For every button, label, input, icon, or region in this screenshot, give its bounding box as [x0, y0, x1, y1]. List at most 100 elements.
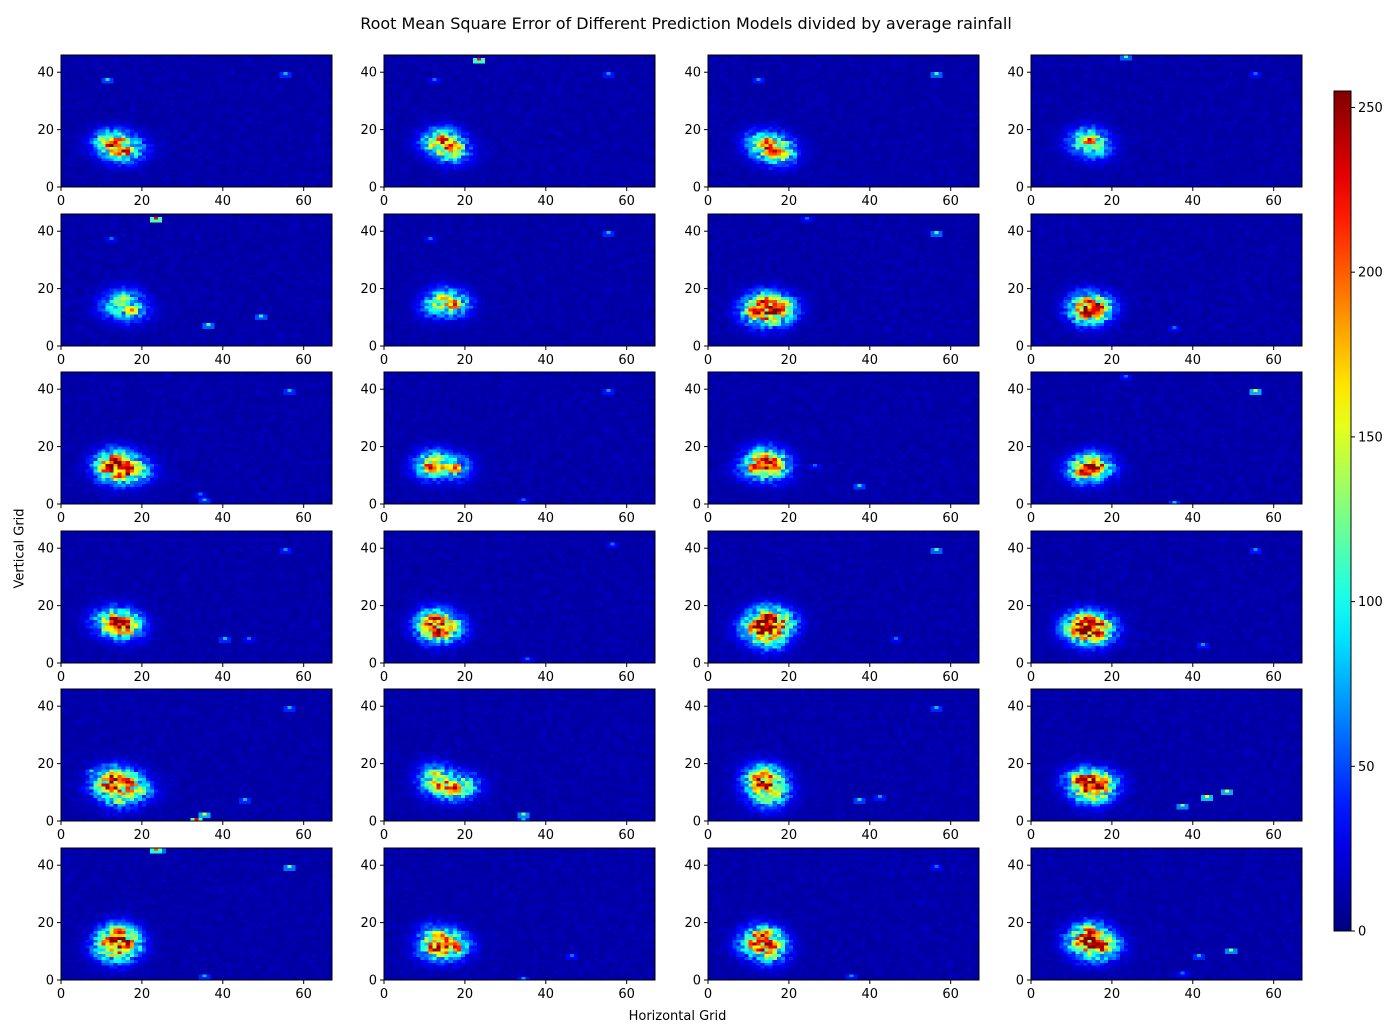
x-tick-label: 60	[618, 511, 635, 526]
y-tick-label: 20	[684, 282, 701, 297]
axes-frame	[383, 530, 656, 664]
y-tick-label: 20	[360, 282, 377, 297]
y-tick-label: 0	[1016, 181, 1024, 196]
y-tick-label: 40	[684, 383, 701, 398]
axes-frame	[383, 54, 656, 188]
heatmap-panel-4: 0 20 40 60 0 20 40	[1007, 54, 1303, 209]
y-tick-label: 20	[360, 440, 377, 455]
heatmap-image	[61, 55, 332, 187]
y-tick-label: 40	[684, 225, 701, 240]
heatmap-image	[61, 214, 332, 346]
axes-frame	[1030, 847, 1303, 981]
heatmap-image	[1031, 214, 1302, 346]
y-tick-label: 0	[369, 815, 377, 830]
y-tick-label: 0	[46, 657, 54, 672]
x-tick-label: 0	[704, 353, 712, 368]
x-tick-label: 40	[1185, 353, 1202, 368]
y-tick-label: 20	[37, 757, 54, 772]
y-tick-label: 0	[369, 498, 377, 513]
x-tick-label: 60	[618, 987, 635, 1002]
x-tick-label: 60	[1265, 194, 1282, 209]
chart-title: Root Mean Square Error of Different Pred…	[360, 14, 1012, 33]
x-tick-label: 60	[295, 194, 312, 209]
x-tick-label: 60	[942, 353, 959, 368]
heatmap-panel-21: 0 20 40 60 0 20 40	[37, 847, 333, 1002]
y-tick-label: 40	[684, 542, 701, 557]
x-tick-label: 20	[457, 353, 474, 368]
axes-frame	[707, 213, 980, 347]
x-tick-label: 0	[704, 511, 712, 526]
y-tick-label: 0	[369, 340, 377, 355]
heatmap-image	[61, 689, 332, 821]
x-tick-label: 60	[618, 828, 635, 843]
colorbar-tick-label: 100	[1358, 595, 1383, 610]
x-tick-label: 40	[1185, 194, 1202, 209]
x-tick-label: 20	[1104, 828, 1121, 843]
x-tick-label: 20	[1104, 670, 1121, 685]
y-tick-label: 0	[1016, 498, 1024, 513]
heatmap-panel-18: 0 20 40 60 0 20 40	[360, 688, 656, 843]
colorbar-tick-label: 200	[1358, 266, 1383, 281]
x-tick-label: 0	[57, 353, 65, 368]
x-tick-label: 20	[781, 353, 798, 368]
heatmap-panel-6: 0 20 40 60 0 20 40	[360, 213, 656, 368]
x-tick-label: 20	[457, 511, 474, 526]
heatmap-image	[708, 372, 979, 504]
x-tick-label: 40	[862, 353, 879, 368]
x-tick-label: 20	[134, 670, 151, 685]
y-tick-label: 0	[46, 498, 54, 513]
y-tick-label: 0	[1016, 815, 1024, 830]
x-tick-label: 20	[781, 194, 798, 209]
colorbar-tick-label: 250	[1358, 101, 1383, 116]
heatmap-panel-14: 0 20 40 60 0 20 40	[360, 530, 656, 685]
heatmap-image	[384, 848, 655, 980]
y-tick-label: 40	[684, 66, 701, 81]
heatmap-image	[384, 689, 655, 821]
y-tick-label: 40	[37, 700, 54, 715]
y-tick-label: 20	[1007, 916, 1024, 931]
x-tick-label: 60	[618, 353, 635, 368]
x-tick-label: 60	[295, 511, 312, 526]
axes-frame	[707, 847, 980, 981]
x-tick-label: 40	[215, 511, 232, 526]
x-tick-label: 0	[380, 670, 388, 685]
y-tick-label: 40	[360, 225, 377, 240]
y-tick-label: 0	[693, 974, 701, 989]
x-tick-label: 0	[1027, 353, 1035, 368]
x-tick-label: 0	[380, 987, 388, 1002]
x-tick-label: 0	[57, 828, 65, 843]
y-tick-label: 20	[684, 916, 701, 931]
colorbar-tick-label: 50	[1358, 760, 1375, 775]
x-tick-label: 40	[862, 511, 879, 526]
x-tick-label: 0	[380, 828, 388, 843]
y-tick-label: 0	[46, 181, 54, 196]
x-tick-label: 20	[1104, 353, 1121, 368]
x-tick-label: 0	[57, 511, 65, 526]
x-tick-label: 60	[295, 670, 312, 685]
heatmap-image	[708, 848, 979, 980]
colorbar-tick-label: 0	[1358, 925, 1366, 940]
heatmap-image	[1031, 848, 1302, 980]
x-tick-label: 20	[781, 670, 798, 685]
x-tick-label: 40	[862, 670, 879, 685]
x-tick-label: 40	[538, 670, 555, 685]
x-tick-label: 0	[57, 987, 65, 1002]
x-tick-label: 0	[704, 670, 712, 685]
y-tick-label: 0	[369, 974, 377, 989]
axes-frame	[707, 688, 980, 822]
x-tick-label: 0	[704, 987, 712, 1002]
x-tick-label: 20	[1104, 511, 1121, 526]
colorbar-tick-label: 150	[1358, 430, 1383, 445]
y-tick-label: 20	[360, 916, 377, 931]
heatmap-image	[1031, 689, 1302, 821]
x-tick-label: 60	[942, 828, 959, 843]
x-tick-label: 20	[457, 670, 474, 685]
x-tick-label: 0	[57, 670, 65, 685]
axes-frame	[1030, 688, 1303, 822]
y-tick-label: 20	[360, 123, 377, 138]
y-tick-label: 40	[1007, 700, 1024, 715]
x-tick-label: 20	[781, 511, 798, 526]
heatmap-panel-23: 0 20 40 60 0 20 40	[684, 847, 980, 1002]
x-tick-label: 0	[1027, 511, 1035, 526]
